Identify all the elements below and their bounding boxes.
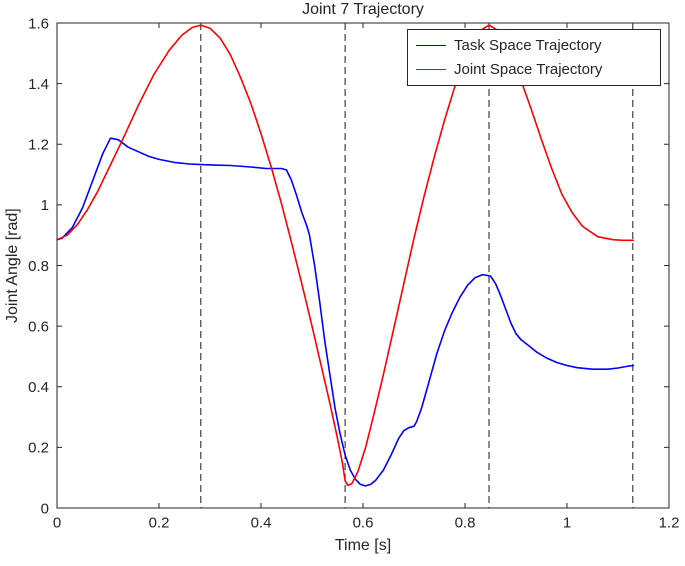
svg-text:0.4: 0.4 [28,379,49,396]
svg-text:1.2: 1.2 [28,137,49,154]
svg-text:0.4: 0.4 [251,514,272,531]
legend-label: Task Space Trajectory [454,37,602,54]
svg-text:0.2: 0.2 [149,514,170,531]
svg-text:0: 0 [53,514,61,531]
x-axis-label: Time [s] [334,537,392,554]
svg-text:0.8: 0.8 [455,514,476,531]
svg-text:0.2: 0.2 [28,440,49,457]
y-axis-label: Joint Angle [rad] [4,208,21,323]
svg-text:0.8: 0.8 [28,258,49,275]
svg-text:1.4: 1.4 [28,76,49,93]
svg-text:0.6: 0.6 [353,514,374,531]
svg-text:0.6: 0.6 [28,318,49,335]
svg-text:0: 0 [41,500,49,517]
joint-space-line-sample [416,69,446,70]
svg-text:1.2: 1.2 [659,514,680,531]
legend-item-joint-space: Joint Space Trajectory [408,58,660,82]
svg-text:1: 1 [41,197,49,214]
legend-item-task-space: Task Space Trajectory [408,34,660,58]
legend: Task Space Trajectory Joint Space Trajec… [407,29,661,86]
svg-text:1.6: 1.6 [28,15,49,32]
svg-text:1: 1 [563,514,571,531]
legend-label: Joint Space Trajectory [454,61,603,78]
chart-title: Joint 7 Trajectory [302,1,424,18]
task-space-line-sample [416,45,446,46]
